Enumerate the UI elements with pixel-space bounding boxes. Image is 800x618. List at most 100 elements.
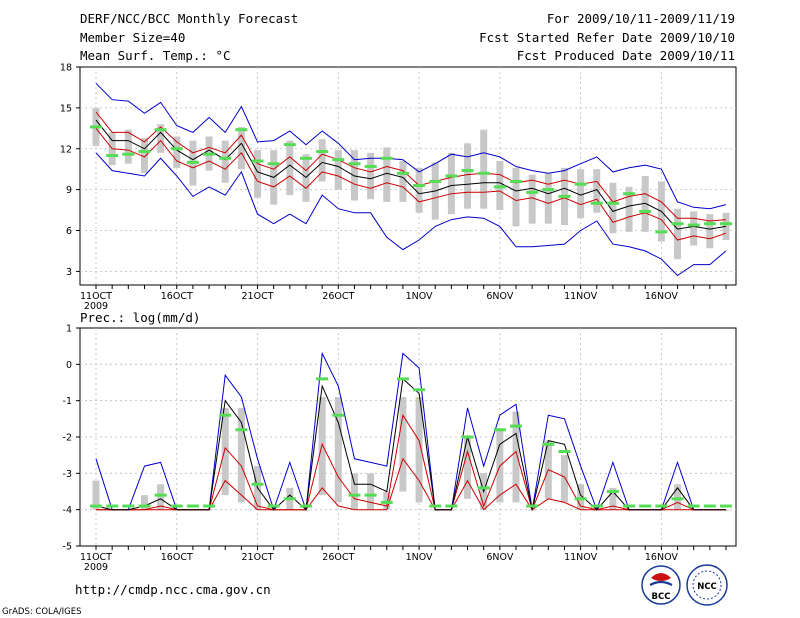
distribution-bar xyxy=(544,173,552,224)
distribution-bar xyxy=(706,214,714,249)
forecast-marker xyxy=(90,125,102,129)
forecast-marker xyxy=(639,209,652,213)
distribution-bar xyxy=(334,397,342,503)
bcc-logo-text: BCC xyxy=(652,592,671,602)
distribution-bar xyxy=(447,152,455,215)
forecast-marker xyxy=(510,424,522,428)
header-produced: Fcst Produced Date 2009/10/11 xyxy=(517,48,735,63)
plot-frame xyxy=(79,327,737,547)
ncc-logo-text: NCC xyxy=(697,582,717,592)
series-max-line xyxy=(95,351,726,512)
forecast-marker xyxy=(623,504,636,508)
header-variable: Mean Surf. Temp.: °C xyxy=(80,48,231,63)
footer-url[interactable]: http://cmdp.ncc.cma.gov.cn xyxy=(75,582,271,597)
forecast-marker xyxy=(283,143,296,147)
forecast-marker xyxy=(138,504,151,508)
forecast-marker xyxy=(606,201,619,205)
distribution-bar xyxy=(173,136,181,168)
distribution-bar xyxy=(674,484,682,510)
distribution-bar xyxy=(625,186,633,232)
series-upper-spread-line xyxy=(95,111,727,222)
distribution-bar xyxy=(237,126,245,170)
header-member-size: Member Size=40 xyxy=(80,30,185,45)
distribution-bar xyxy=(690,211,698,246)
forecast-marker xyxy=(380,156,393,160)
distribution-bar xyxy=(399,397,407,492)
forecast-marker xyxy=(510,179,522,183)
distribution-bar xyxy=(350,473,358,510)
distribution-bar xyxy=(140,495,148,510)
x-tick-label: 11OCT xyxy=(80,552,112,563)
distribution-bar xyxy=(528,174,536,224)
forecast-marker xyxy=(251,159,264,163)
ncc-logo: NCC xyxy=(686,564,728,606)
distribution-bar xyxy=(157,484,165,510)
distribution-bar xyxy=(383,491,391,510)
forecast-marker xyxy=(445,504,458,508)
forecast-marker xyxy=(703,222,716,226)
forecast-marker xyxy=(267,504,280,508)
distribution-bar xyxy=(512,167,520,227)
series-max-line xyxy=(95,82,727,210)
distribution-bar xyxy=(318,139,326,182)
distribution-bar xyxy=(399,161,407,202)
y-tick-label: -4 xyxy=(63,505,72,516)
forecast-marker xyxy=(122,504,135,508)
forecast-marker xyxy=(493,428,506,432)
forecast-marker xyxy=(623,192,636,196)
forecast-marker xyxy=(154,493,167,497)
forecast-marker xyxy=(655,504,668,508)
x-tick-label: 11NOV xyxy=(564,552,598,563)
forecast-marker xyxy=(429,179,442,183)
y-tick-label: -1 xyxy=(63,396,72,407)
x-tick-label: 6NOV xyxy=(486,552,513,563)
forecast-marker xyxy=(170,504,183,508)
forecast-marker xyxy=(461,435,474,439)
y-tick-label: 12 xyxy=(60,144,72,155)
distribution-bar xyxy=(286,140,294,196)
forecast-marker xyxy=(106,504,119,508)
forecast-marker xyxy=(574,182,587,186)
y-tick-label: 9 xyxy=(66,185,72,196)
forecast-marker xyxy=(380,500,393,504)
forecast-marker xyxy=(477,171,490,175)
distribution-bar xyxy=(254,150,262,198)
forecast-marker xyxy=(639,504,652,508)
forecast-marker xyxy=(493,185,506,189)
forecast-marker xyxy=(348,493,361,497)
series-spread-line xyxy=(96,413,726,512)
forecast-marker xyxy=(590,201,603,205)
forecast-marker xyxy=(703,504,716,508)
distribution-bar xyxy=(367,152,375,200)
y-tick-label: 1 xyxy=(66,324,72,335)
distribution-bar xyxy=(367,473,375,510)
distribution-bar xyxy=(237,407,245,503)
x-tick-label: 1NOV xyxy=(406,291,433,302)
distribution-bar xyxy=(302,154,310,202)
forecast-marker xyxy=(219,413,232,417)
forecast-marker xyxy=(429,504,442,508)
forecast-marker xyxy=(122,152,135,156)
distribution-bar xyxy=(577,484,585,510)
series-min-line xyxy=(95,152,727,277)
x-tick-label: 21OCT xyxy=(242,552,274,563)
forecast-marker xyxy=(364,164,377,168)
distribution-bar xyxy=(609,487,617,510)
series-mean-line xyxy=(95,119,727,230)
distribution-bar xyxy=(383,147,391,202)
forecast-marker xyxy=(655,230,668,234)
distribution-bar xyxy=(609,182,617,234)
forecast-marker xyxy=(477,486,490,490)
forecast-marker xyxy=(606,490,619,493)
distribution-bar xyxy=(464,437,472,499)
forecast-marker xyxy=(332,413,345,417)
header-title: DERF/NCC/BCC Monthly Forecast xyxy=(80,11,298,26)
forecast-marker xyxy=(186,504,199,508)
x-tick-label: 16OCT xyxy=(161,291,193,302)
forecast-marker xyxy=(574,497,587,501)
series-low-line xyxy=(96,457,726,511)
forecast-marker xyxy=(720,222,732,226)
